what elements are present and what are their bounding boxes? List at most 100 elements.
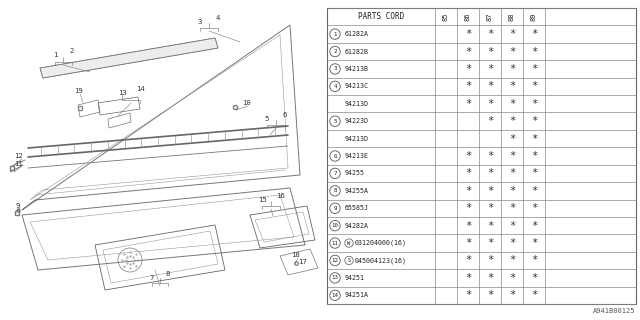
Text: 4: 4 xyxy=(216,15,220,21)
Text: *: * xyxy=(531,116,537,126)
Text: *: * xyxy=(487,168,493,179)
Text: *: * xyxy=(487,64,493,74)
Text: 19: 19 xyxy=(74,88,83,94)
Text: *: * xyxy=(531,29,537,39)
Text: PARTS CORD: PARTS CORD xyxy=(358,12,404,21)
Text: 94255: 94255 xyxy=(345,171,365,176)
Text: *: * xyxy=(487,81,493,91)
Text: *: * xyxy=(531,203,537,213)
Text: 9: 9 xyxy=(16,203,20,209)
Text: 1: 1 xyxy=(333,32,337,36)
Text: *: * xyxy=(531,133,537,144)
Text: *: * xyxy=(531,81,537,91)
Text: *: * xyxy=(531,151,537,161)
Text: *: * xyxy=(465,168,471,179)
Text: 13: 13 xyxy=(118,90,126,96)
Text: *: * xyxy=(509,290,515,300)
Text: 5: 5 xyxy=(333,119,337,124)
Text: *: * xyxy=(487,290,493,300)
Text: *: * xyxy=(465,203,471,213)
Text: 94213B: 94213B xyxy=(345,66,369,72)
Text: *: * xyxy=(487,186,493,196)
Text: *: * xyxy=(487,46,493,57)
Text: 6: 6 xyxy=(283,112,287,118)
Text: 7: 7 xyxy=(333,171,337,176)
Text: *: * xyxy=(487,273,493,283)
Text: *: * xyxy=(531,238,537,248)
Text: *: * xyxy=(509,221,515,231)
Text: 94251A: 94251A xyxy=(345,292,369,298)
Text: 14: 14 xyxy=(136,86,145,92)
Text: 2: 2 xyxy=(70,48,74,54)
Text: *: * xyxy=(531,99,537,109)
Text: 3: 3 xyxy=(198,19,202,25)
Text: *: * xyxy=(509,151,515,161)
Text: 12: 12 xyxy=(332,258,339,263)
Text: *: * xyxy=(509,116,515,126)
Text: 9: 9 xyxy=(333,206,337,211)
Text: *: * xyxy=(487,116,493,126)
Text: *: * xyxy=(531,221,537,231)
Text: 13: 13 xyxy=(332,276,339,280)
Text: *: * xyxy=(487,203,493,213)
Text: 1: 1 xyxy=(53,52,57,58)
Text: *: * xyxy=(465,64,471,74)
Text: 65585J: 65585J xyxy=(345,205,369,211)
Text: *: * xyxy=(465,81,471,91)
Text: 12: 12 xyxy=(13,153,22,159)
Text: 3: 3 xyxy=(333,67,337,71)
Bar xyxy=(327,8,636,304)
Text: 94213C: 94213C xyxy=(345,83,369,89)
Text: A941B00125: A941B00125 xyxy=(593,308,635,314)
Text: *: * xyxy=(487,29,493,39)
Polygon shape xyxy=(40,38,218,78)
Text: *: * xyxy=(465,186,471,196)
Text: *: * xyxy=(531,46,537,57)
Text: 94282A: 94282A xyxy=(345,223,369,229)
Text: *: * xyxy=(509,46,515,57)
Text: 89: 89 xyxy=(531,12,537,21)
Text: *: * xyxy=(465,238,471,248)
Text: *: * xyxy=(509,255,515,266)
Text: 61282A: 61282A xyxy=(345,31,369,37)
Text: 86: 86 xyxy=(465,12,471,21)
Text: *: * xyxy=(465,273,471,283)
Text: *: * xyxy=(465,290,471,300)
Text: *: * xyxy=(509,29,515,39)
Text: 94213E: 94213E xyxy=(345,153,369,159)
Text: S: S xyxy=(348,258,351,263)
Text: 5: 5 xyxy=(265,116,269,122)
Text: *: * xyxy=(465,46,471,57)
Text: 94223D: 94223D xyxy=(345,118,369,124)
Text: 10: 10 xyxy=(242,100,250,106)
Text: *: * xyxy=(531,273,537,283)
Text: 87: 87 xyxy=(487,12,493,21)
Text: 94213D: 94213D xyxy=(345,101,369,107)
Text: 16: 16 xyxy=(276,193,284,199)
Text: 11: 11 xyxy=(13,161,22,167)
Text: 17: 17 xyxy=(298,259,307,265)
Text: 61282B: 61282B xyxy=(345,49,369,54)
Text: 15: 15 xyxy=(258,197,266,203)
Text: *: * xyxy=(531,290,537,300)
Text: 10: 10 xyxy=(332,223,339,228)
Text: 14: 14 xyxy=(332,293,339,298)
Text: 94213D: 94213D xyxy=(345,136,369,141)
Text: 7: 7 xyxy=(150,275,154,281)
Text: *: * xyxy=(509,99,515,109)
Text: 8: 8 xyxy=(166,271,170,277)
Text: *: * xyxy=(487,99,493,109)
Text: *: * xyxy=(509,64,515,74)
Text: *: * xyxy=(509,133,515,144)
Text: 94255A: 94255A xyxy=(345,188,369,194)
Text: *: * xyxy=(509,273,515,283)
Text: *: * xyxy=(487,255,493,266)
Text: 045004123(16): 045004123(16) xyxy=(355,257,407,264)
Text: *: * xyxy=(487,151,493,161)
Text: *: * xyxy=(465,255,471,266)
Text: W: W xyxy=(348,241,351,245)
Text: 6: 6 xyxy=(333,154,337,158)
Text: *: * xyxy=(487,221,493,231)
Text: 85: 85 xyxy=(443,12,449,21)
Text: *: * xyxy=(509,186,515,196)
